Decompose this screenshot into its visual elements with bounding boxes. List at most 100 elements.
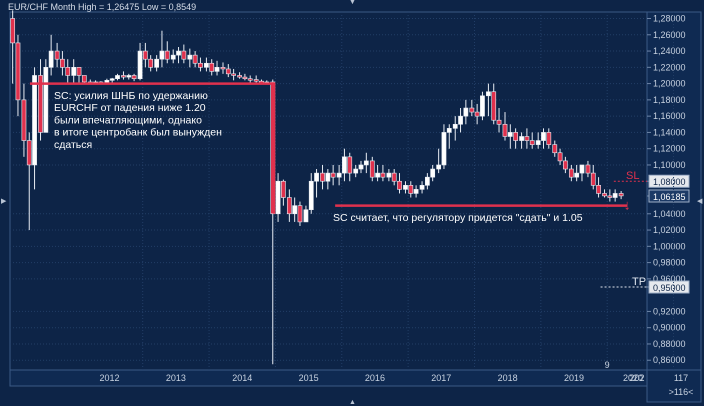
candle-body xyxy=(38,75,43,133)
y-tick-label: 0,98000 xyxy=(653,258,686,268)
x-tick-label: 2017 xyxy=(431,373,451,383)
y-tick-label: 1,08000 xyxy=(653,177,686,187)
annotation-text-1: EURCHF от падения ниже 1.20 xyxy=(54,102,206,114)
candle-body xyxy=(65,67,71,76)
y-tick-label: 1,06185 xyxy=(653,192,686,202)
annotation-text-1: SC: усилия ШНБ по удержанию xyxy=(54,90,208,102)
x-tick-label: 2018 xyxy=(498,373,518,383)
y-tick-label: 1,14000 xyxy=(653,127,686,137)
y-tick-label: 1,22000 xyxy=(653,62,686,72)
annotation-text-2: SC считает, что регулятору придется "сда… xyxy=(333,212,583,224)
candle-body xyxy=(507,132,513,137)
candle-body xyxy=(154,58,160,68)
candle-body xyxy=(546,132,552,145)
candle-body xyxy=(353,168,359,174)
candle-body xyxy=(187,54,193,60)
y-tick-label: 1,02000 xyxy=(653,225,686,235)
candle-body xyxy=(513,132,518,141)
candle-body xyxy=(281,180,286,198)
candle-body xyxy=(386,172,392,178)
candle-body xyxy=(43,67,49,133)
candle-body xyxy=(81,75,87,83)
annotation-text-1: были впечатляющими, однако xyxy=(54,114,202,126)
right-marker-icon: ◀ xyxy=(697,198,703,205)
candle-body xyxy=(176,50,181,56)
candle-body xyxy=(237,75,242,78)
candle-body xyxy=(529,140,535,145)
price-label-box xyxy=(648,280,690,294)
candle-body xyxy=(225,68,231,75)
candle-body xyxy=(242,76,248,80)
candle-body xyxy=(220,67,226,70)
candle-body xyxy=(463,107,469,117)
candle-body xyxy=(502,123,508,137)
candle-body xyxy=(486,91,491,97)
candle-body xyxy=(121,75,126,78)
x-tick-label: 2013 xyxy=(166,373,186,383)
y-tick-label: 1,20000 xyxy=(653,79,686,89)
y-tick-label: 1,16000 xyxy=(653,111,686,121)
candle-body xyxy=(347,156,353,174)
y-tick-label: 1,18000 xyxy=(653,95,686,105)
candle-body xyxy=(60,58,65,68)
candle-body xyxy=(76,67,82,76)
x-tick-label: 2016 xyxy=(365,373,385,383)
candle-body xyxy=(342,156,347,174)
y-tick-label: 1,26000 xyxy=(653,30,686,40)
candle-body xyxy=(164,50,170,60)
candle-body xyxy=(214,67,220,72)
price-label-box xyxy=(648,189,690,203)
candle-body xyxy=(32,75,37,166)
candle-body xyxy=(275,180,281,215)
candle-body xyxy=(330,172,336,178)
candle-body xyxy=(397,180,402,190)
candle-body xyxy=(26,140,32,166)
x-tick-label: 2012 xyxy=(100,373,120,383)
candle-body xyxy=(159,50,165,60)
x-tick-label: 2020 xyxy=(623,373,643,383)
candle-body xyxy=(115,75,120,80)
top-marker-icon: ▼ xyxy=(349,0,356,6)
annotation-text-1: сдаться xyxy=(54,139,92,151)
candle-body xyxy=(15,42,21,101)
candle-body xyxy=(607,195,613,198)
y-tick-label: 1,28000 xyxy=(653,14,686,24)
corner-bottom-label: >116< xyxy=(669,387,694,397)
y-tick-label: 1,10000 xyxy=(653,160,686,170)
x-tick-label: 2015 xyxy=(299,373,319,383)
candle-body xyxy=(612,193,618,198)
x-tick-label: 2019 xyxy=(564,373,584,383)
candle-body xyxy=(458,115,463,125)
candle-body xyxy=(452,123,458,129)
candle-body xyxy=(585,164,591,174)
candle-body xyxy=(325,172,331,182)
candle-body xyxy=(380,172,386,178)
candle-body xyxy=(314,172,319,182)
y-tick-label: 1,04000 xyxy=(653,209,686,219)
candle-body xyxy=(204,62,209,68)
x-extra-label: 9 xyxy=(605,360,610,370)
y-tick-label: 1,12000 xyxy=(653,144,686,154)
candle-body xyxy=(231,73,236,76)
candle-body xyxy=(491,91,497,121)
candle-body xyxy=(198,62,203,68)
candle-body xyxy=(10,18,16,44)
candle-body xyxy=(535,140,541,145)
candle-body xyxy=(292,205,298,215)
y-tick-label: 0,90000 xyxy=(653,323,686,333)
sl-label: SL xyxy=(626,170,639,182)
candle-body xyxy=(369,160,375,178)
chart-title: EUR/CHF Month High = 1,26475 Low = 0,854… xyxy=(8,2,197,12)
y-tick-label: 0,86000 xyxy=(653,355,686,365)
candle-body xyxy=(181,50,187,60)
left-marker-icon: ▶ xyxy=(1,198,7,205)
tp-label: TP xyxy=(632,276,646,288)
candle-body xyxy=(192,54,198,64)
price-label-box xyxy=(648,174,690,188)
corner-top-label: 117 xyxy=(674,373,688,383)
candle-body xyxy=(170,54,176,60)
bottom-marker-icon: ▲ xyxy=(349,399,356,406)
candle-body xyxy=(137,50,143,80)
